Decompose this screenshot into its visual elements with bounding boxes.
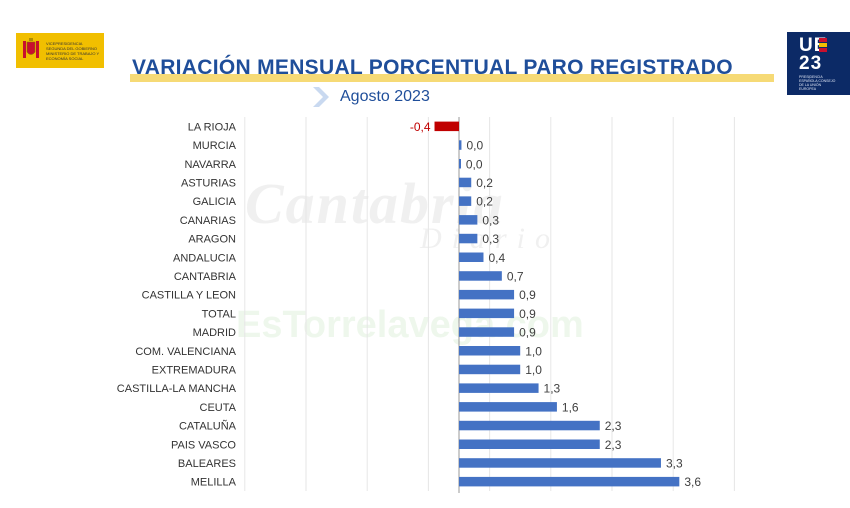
category-label: CEUTA — [200, 402, 237, 414]
category-label: CANARIAS — [180, 215, 236, 227]
data-label: 1,0 — [525, 363, 542, 377]
bar-castilla-la-mancha — [459, 383, 539, 393]
data-label: 1,3 — [544, 382, 561, 396]
bar-murcia — [459, 140, 462, 150]
category-label: PAIS VASCO — [171, 439, 236, 451]
data-label: 0,9 — [519, 288, 536, 302]
bar-aragon — [459, 233, 478, 244]
bar-com-valenciana — [459, 346, 521, 356]
data-label: 0,4 — [488, 251, 505, 265]
data-label: 0,3 — [482, 232, 499, 246]
category-label: LA RIOJA — [188, 121, 237, 133]
category-label: GALICIA — [193, 196, 237, 208]
data-label: 0,9 — [519, 307, 536, 321]
data-label: 0,7 — [507, 269, 524, 283]
bar-canarias — [459, 215, 478, 225]
data-label: 0,0 — [466, 139, 483, 153]
ministry-logo: VICEPRESIDENCIA SEGUNDA DEL GOBIERNO MIN… — [16, 33, 104, 68]
ministry-logo-text: VICEPRESIDENCIA SEGUNDA DEL GOBIERNO MIN… — [46, 40, 100, 61]
category-label: TOTAL — [202, 308, 236, 320]
chart-subtitle: Agosto 2023 — [340, 88, 430, 105]
category-label: ASTURIAS — [181, 177, 236, 189]
chart-title: VARIACIÓN MENSUAL PORCENTUAL PARO REGIST… — [132, 56, 733, 79]
data-label: 0,3 — [482, 213, 499, 227]
category-label: CANTABRIA — [174, 271, 237, 283]
data-label: 2,3 — [605, 419, 622, 433]
category-label: ARAGON — [188, 234, 236, 246]
data-label: 0,2 — [476, 176, 493, 190]
bar-navarra — [459, 159, 461, 169]
bar-galicia — [459, 196, 472, 206]
data-label: 0,0 — [466, 157, 483, 171]
data-label: 2,3 — [605, 438, 622, 452]
bar-madrid — [459, 327, 515, 337]
category-label: COM. VALENCIANA — [135, 346, 236, 358]
bar-castilla-y-leon — [459, 289, 515, 300]
bar-cataluña — [459, 420, 600, 431]
category-label: EXTREMADURA — [152, 364, 237, 376]
category-label: ANDALUCIA — [173, 252, 237, 264]
coat-of-arms-icon — [20, 37, 42, 64]
eu-logo-caption: PRESIDENCIA ESPAÑOLA CONSEJO DE LA UNIÓN… — [799, 75, 836, 91]
category-label: CASTILLA-LA MANCHA — [117, 383, 237, 395]
category-label: MADRID — [193, 327, 236, 339]
eu-logo-year: 23 — [799, 53, 823, 74]
data-label: 0,2 — [476, 195, 493, 209]
data-label: 1,6 — [562, 400, 579, 414]
category-label: CASTILLA Y LEON — [142, 290, 236, 302]
data-label: 3,6 — [684, 475, 701, 489]
bar-baleares — [459, 458, 661, 468]
bar-la-rioja — [434, 121, 459, 132]
bar-pais-vasco — [459, 439, 600, 449]
category-label: MELILLA — [191, 477, 237, 489]
bar-melilla — [459, 476, 680, 487]
data-label: 0,9 — [519, 326, 536, 340]
category-label: BALEARES — [178, 458, 236, 470]
bar-andalucia — [459, 252, 484, 262]
bar-asturias — [459, 177, 472, 188]
bar-extremadura — [459, 364, 521, 375]
watermark-diario: Diario — [420, 222, 561, 255]
category-label: MURCIA — [193, 140, 237, 152]
eu-presidency-logo: UE 23 PRESIDENCIA ESPAÑOLA CONSEJO DE LA… — [787, 32, 850, 95]
category-label: CATALUÑA — [179, 420, 237, 433]
data-label: 1,0 — [525, 344, 542, 358]
bar-ceuta — [459, 402, 557, 412]
title-highlight — [130, 74, 774, 82]
data-label: 3,3 — [666, 456, 683, 470]
data-label: -0,4 — [410, 120, 431, 134]
category-label: NAVARRA — [184, 159, 236, 171]
eu-flag-bars-icon — [819, 38, 827, 52]
bar-total — [459, 308, 515, 319]
bar-cantabria — [459, 271, 502, 281]
watermark-estorrelavega: EsTorrelavega.com — [236, 304, 584, 346]
chevron-right-icon — [313, 87, 329, 107]
